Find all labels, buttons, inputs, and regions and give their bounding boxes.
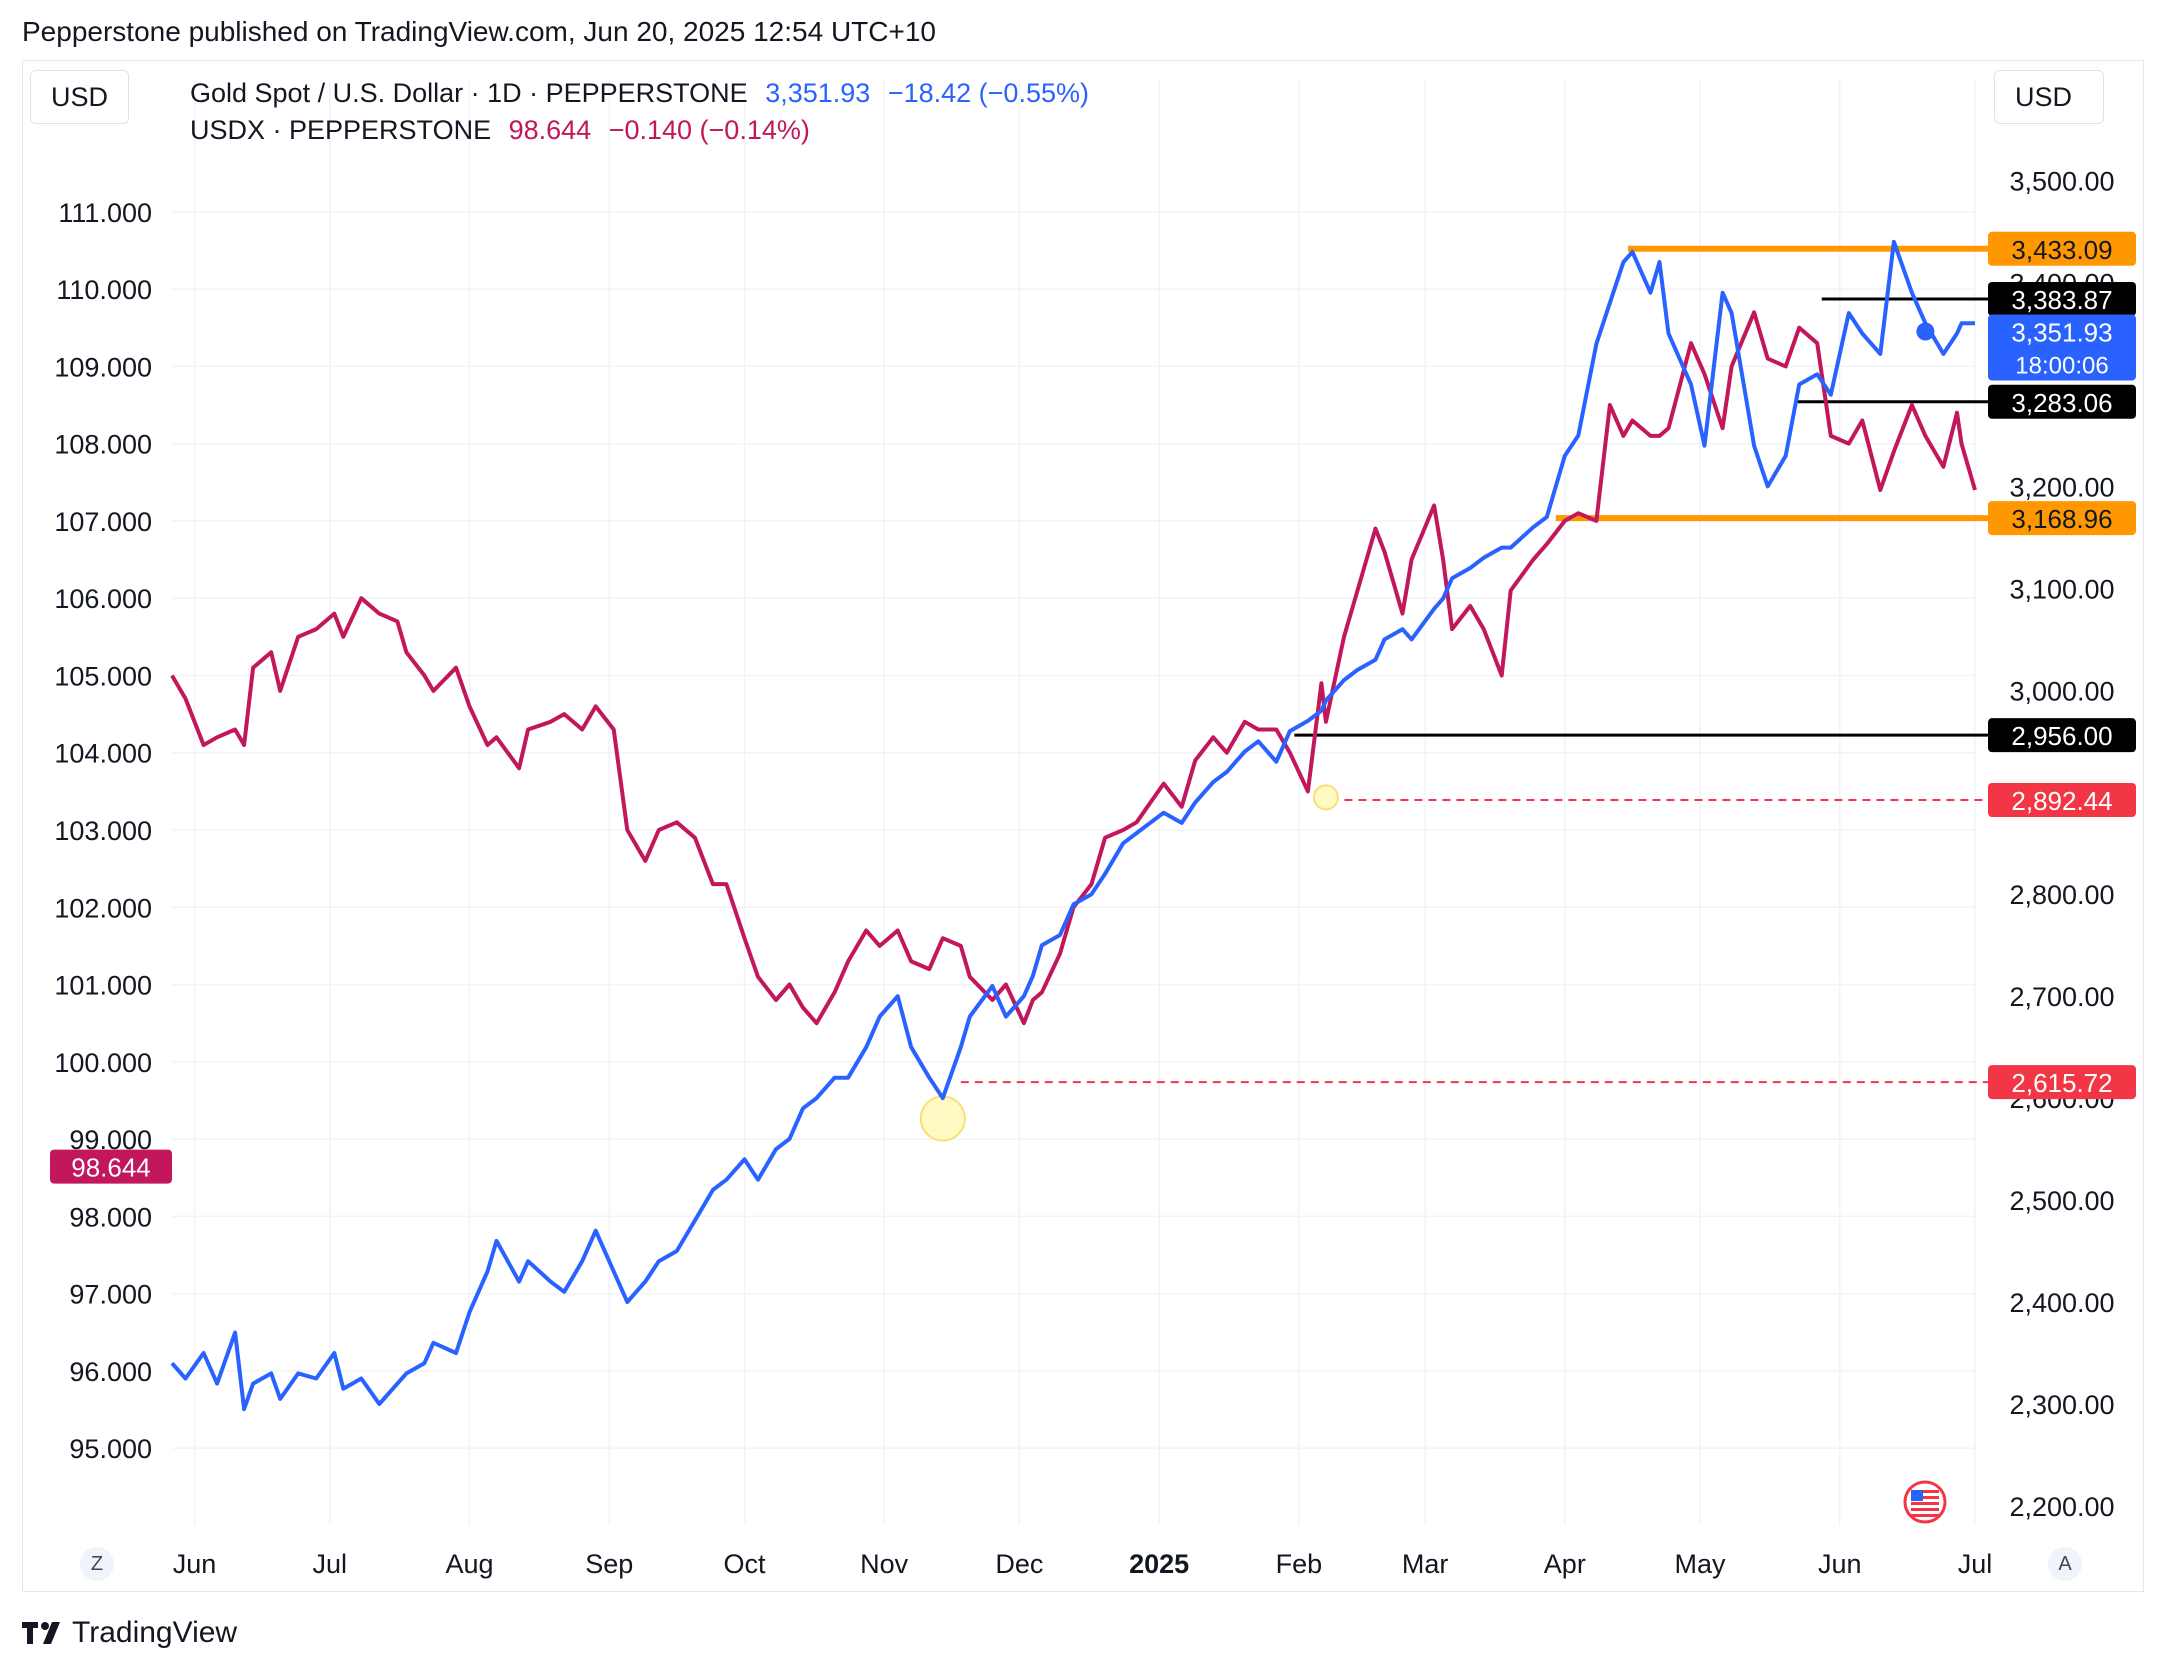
right-axis-tick-label: 2,300.00 [2009, 1390, 2114, 1420]
right-axis-tick-label: 3,000.00 [2009, 676, 2114, 706]
legend-usdx[interactable]: USDX · PEPPERSTONE 98.644 −0.140 (−0.14%… [190, 115, 820, 146]
footer-brand: TradingView [22, 1616, 237, 1650]
left-axis-tick-label: 104.000 [54, 739, 152, 769]
x-tick-label: Apr [1544, 1549, 1586, 1579]
left-axis-tick-label: 97.000 [69, 1280, 152, 1310]
legend-gold-value: 3,351.93 [765, 78, 871, 108]
left-axis-tick-label: 101.000 [54, 971, 152, 1001]
tradingview-logo-icon [22, 1622, 60, 1644]
right-price-label [1988, 1065, 2136, 1100]
x-tick-label: Nov [860, 1549, 909, 1579]
footer-brand-text: TradingView [72, 1616, 238, 1649]
right-axis-tick-label: 2,500.00 [2009, 1186, 2114, 1216]
right-axis-tick-label: 3,100.00 [2009, 574, 2114, 604]
x-tick-label: 2025 [1129, 1549, 1189, 1579]
flag-stripe [1911, 1514, 1939, 1517]
legend-usdx-value: 98.644 [508, 115, 592, 145]
right-price-label-text: 2,892.44 [2011, 786, 2112, 816]
x-tick-label: Mar [1402, 1549, 1449, 1579]
left-axis-tick-label: 102.000 [54, 893, 152, 923]
flag-stripe [1911, 1502, 1939, 1505]
right-axis-tick-label: 2,400.00 [2009, 1288, 2114, 1318]
right-currency-button[interactable]: USD [1994, 70, 2104, 124]
x-tick-label: Jun [1818, 1549, 1862, 1579]
right-price-label [1988, 281, 2136, 316]
go-to-date-button[interactable]: Z [80, 1547, 114, 1581]
highlight-marker [919, 1095, 966, 1142]
flag-stripe [1911, 1508, 1939, 1511]
legend-usdx-change: −0.140 (−0.14%) [608, 115, 810, 145]
right-axis-tick-label: 2,800.00 [2009, 880, 2114, 910]
left-axis-tick-label: 109.000 [54, 352, 152, 382]
x-tick-label: Dec [995, 1549, 1043, 1579]
right-axis-tick-label: 2,700.00 [2009, 982, 2114, 1012]
right-price-label [1988, 384, 2136, 419]
x-tick-label: Sep [585, 1549, 633, 1579]
flag-stripe [1911, 1496, 1939, 1499]
left-axis-tick-label: 100.000 [54, 1048, 152, 1078]
right-price-label-text: 2,615.72 [2011, 1068, 2112, 1098]
gold-series-line[interactable] [170, 239, 1975, 1412]
x-tick-label: Feb [1276, 1549, 1323, 1579]
left-axis-tick-label: 98.000 [69, 1202, 152, 1232]
x-tick-label: Oct [723, 1549, 766, 1579]
auto-scale-button[interactable]: A [2048, 1547, 2082, 1581]
right-axis-tick-label: 3,200.00 [2009, 472, 2114, 502]
left-axis-tick-label: 111.000 [58, 198, 152, 228]
left-axis-tick-label: 106.000 [54, 584, 152, 614]
usdx-series-line[interactable] [170, 310, 1977, 1026]
left-axis-tick-label: 108.000 [54, 430, 152, 460]
right-axis-tick-label: 3,500.00 [2009, 167, 2114, 197]
right-price-label [1988, 718, 2136, 753]
right-price-label [1988, 782, 2136, 817]
chart-frame [22, 60, 2144, 1592]
legend-gold-change: −18.42 (−0.55%) [887, 78, 1089, 108]
left-axis-tick-label: 107.000 [54, 507, 152, 537]
legend-gold-name: Gold Spot / U.S. Dollar · 1D · PEPPERSTO… [190, 78, 748, 108]
right-price-label-text: 3,383.87 [2011, 285, 2112, 315]
right-price-label [1988, 501, 2136, 536]
left-axis-tick-label: 95.000 [69, 1434, 152, 1464]
highlight-marker [1312, 784, 1339, 811]
gold-last-point [1916, 322, 1935, 341]
right-axis-tick-label: 2,200.00 [2009, 1492, 2114, 1522]
x-tick-label: Jul [313, 1549, 348, 1579]
x-tick-label: Jul [1958, 1549, 1993, 1579]
left-price-label-text: 98.644 [71, 1153, 151, 1183]
right-price-label-countdown: 18:00:06 [2015, 353, 2108, 380]
left-axis-tick-label: 105.000 [54, 661, 152, 691]
legend-usdx-name: USDX · PEPPERSTONE [190, 115, 492, 145]
right-price-label-text: 2,956.00 [2011, 721, 2112, 751]
left-price-label [50, 1149, 172, 1184]
right-price-label [1988, 231, 2136, 266]
right-price-label-text: 3,351.93 [2011, 318, 2112, 348]
left-axis-tick-label: 103.000 [54, 816, 152, 846]
publish-header: Pepperstone published on TradingView.com… [22, 16, 936, 47]
left-currency-button[interactable]: USD [30, 70, 130, 124]
left-axis-tick-label: 96.000 [69, 1357, 152, 1387]
right-price-label-text: 3,283.06 [2011, 388, 2112, 418]
right-price-label-text: 3,433.09 [2011, 235, 2112, 265]
legend-gold[interactable]: Gold Spot / U.S. Dollar · 1D · PEPPERSTO… [190, 78, 1099, 109]
x-tick-label: Jun [173, 1549, 217, 1579]
left-axis-tick-label: 110.000 [56, 275, 152, 305]
right-price-label-text: 3,168.96 [2011, 504, 2112, 534]
flag-stripe [1911, 1490, 1939, 1493]
x-tick-label: May [1675, 1549, 1727, 1579]
right-price-label [1988, 314, 2136, 381]
flag-canton [1911, 1490, 1923, 1501]
x-tick-label: Aug [445, 1549, 493, 1579]
